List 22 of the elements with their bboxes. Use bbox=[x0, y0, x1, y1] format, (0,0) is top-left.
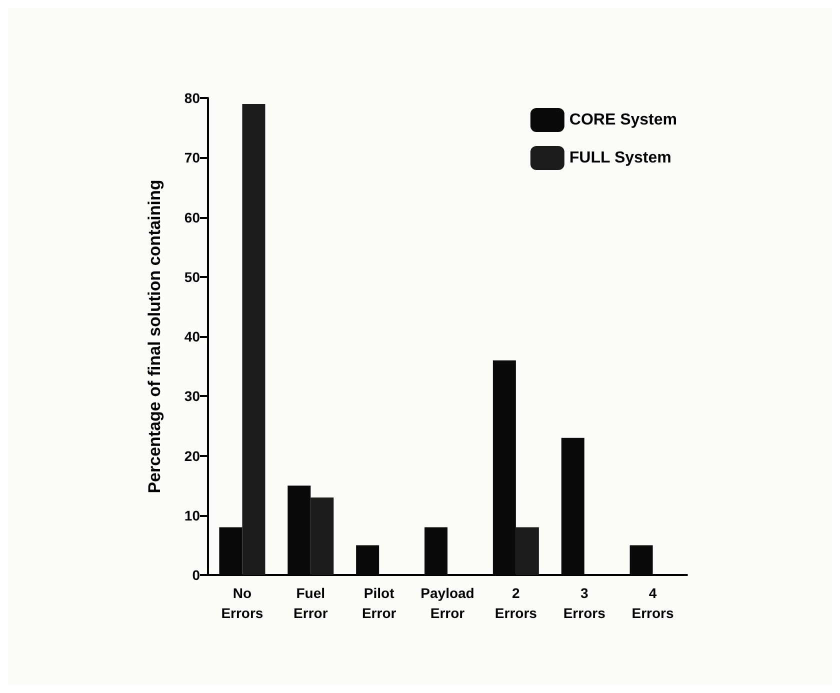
x-tick-label: Payload Error bbox=[420, 585, 474, 621]
y-tick-label: 60 bbox=[184, 209, 200, 226]
legend-label: CORE System bbox=[569, 112, 677, 128]
y-tick-label: 20 bbox=[184, 448, 200, 464]
x-tick-label: No Errors bbox=[221, 585, 264, 621]
y-tick-label: 80 bbox=[184, 90, 200, 106]
bar bbox=[516, 527, 539, 575]
x-tick-label: 3 Errors bbox=[563, 585, 606, 621]
x-tick-label: Fuel Error bbox=[294, 585, 328, 621]
x-tick-label: 4 Errors bbox=[632, 585, 674, 621]
y-tick-label: 40 bbox=[184, 328, 200, 344]
legend-label: FULL System bbox=[569, 150, 672, 166]
x-tick-label: 2 Errors bbox=[494, 585, 538, 621]
bar bbox=[310, 497, 334, 575]
y-tick-label: 30 bbox=[184, 388, 200, 404]
x-tick-label: Pilot Error bbox=[362, 585, 397, 621]
y-axis-title: Percentage of final solution containing bbox=[145, 180, 164, 494]
bar bbox=[242, 104, 266, 575]
y-tick-label: 10 bbox=[184, 507, 200, 524]
y-tick-label: 0 bbox=[192, 567, 200, 583]
y-tick-label: 50 bbox=[184, 268, 200, 285]
y-tick-label: 70 bbox=[184, 150, 200, 166]
